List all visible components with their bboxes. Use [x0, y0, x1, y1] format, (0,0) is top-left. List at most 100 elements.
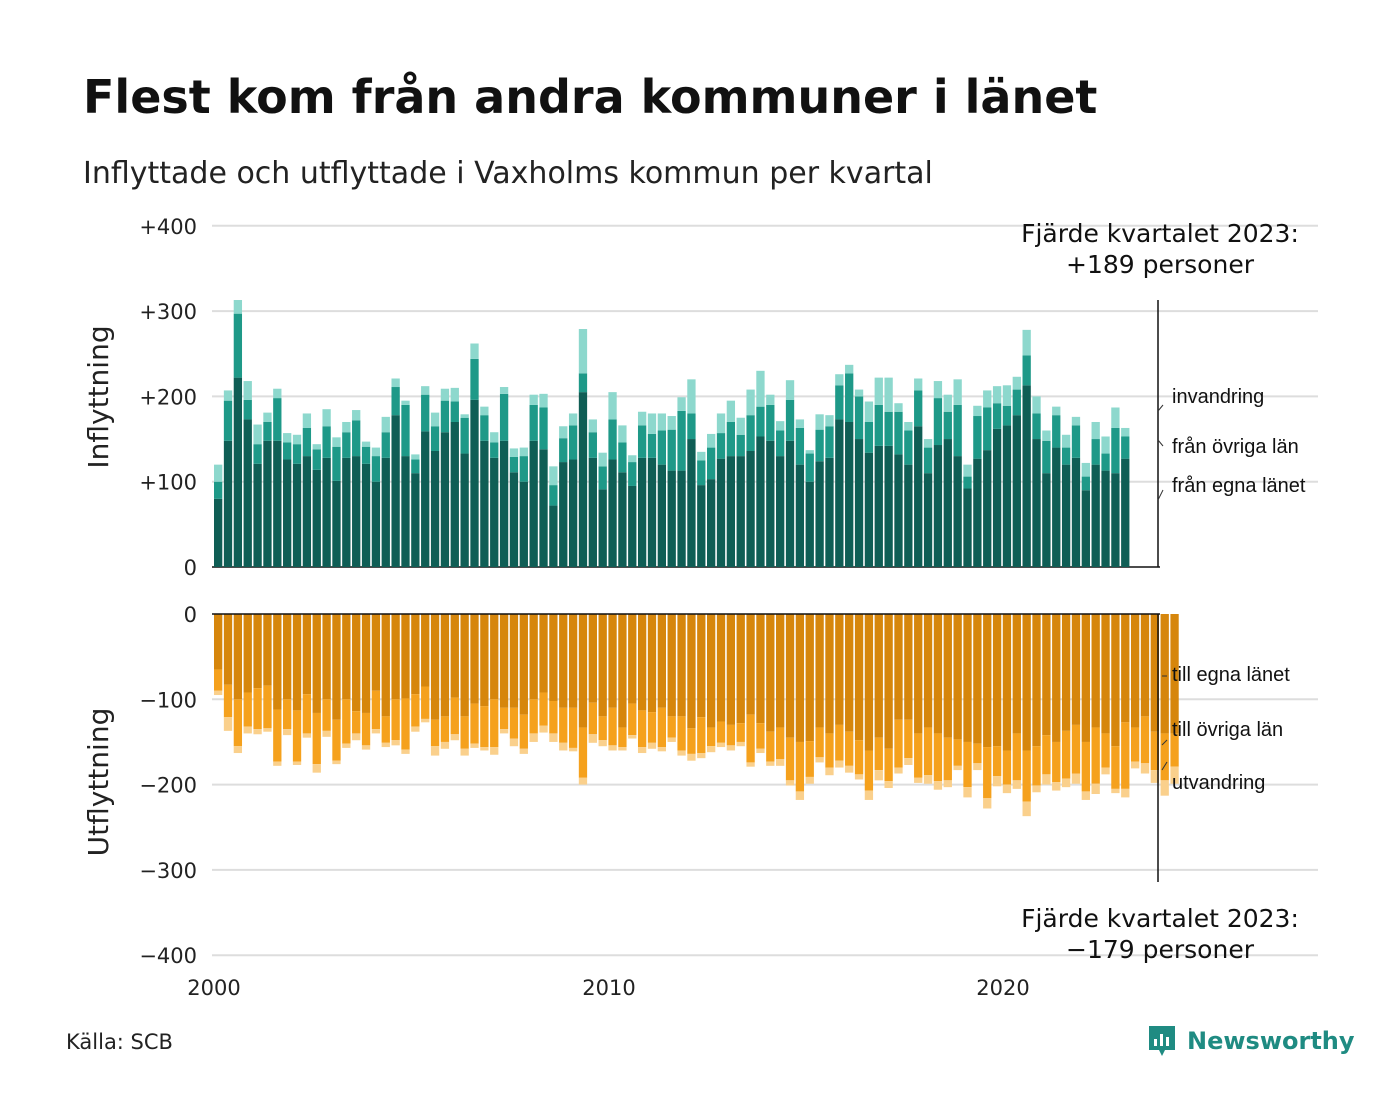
bar-out-utvandring	[1140, 763, 1150, 774]
bar-in-från-egna-länet	[647, 457, 657, 567]
bar-in-från-övriga-län	[1101, 453, 1110, 471]
bar-in-från-övriga-län	[421, 394, 430, 432]
bar-in-från-egna-länet	[539, 449, 548, 567]
bar-in-invandring	[391, 378, 400, 388]
bar-out-till-egna-länet	[628, 614, 637, 704]
bar-out-utvandring	[470, 743, 479, 748]
bar-out-till-egna-länet	[884, 614, 893, 749]
bar-out-till-övriga-län	[776, 727, 785, 760]
series-label-out: utvandring	[1172, 772, 1265, 794]
bar-out-till-egna-länet	[618, 614, 627, 728]
bar-in-från-egna-länet	[401, 456, 410, 567]
bar-in-från-övriga-län	[529, 404, 538, 441]
bar-out-utvandring	[1071, 773, 1081, 784]
bar-in-invandring	[1081, 462, 1090, 477]
bar-out-till-egna-länet	[637, 614, 647, 711]
bar-in-från-egna-länet	[233, 377, 243, 567]
bar-out-till-övriga-län	[430, 719, 440, 747]
bar-in-från-övriga-län	[697, 460, 706, 486]
bar-out-utvandring	[223, 717, 233, 731]
bar-in-från-övriga-län	[223, 400, 233, 441]
bar-in-från-egna-länet	[637, 457, 647, 567]
bar-in-invandring	[716, 413, 726, 434]
bar-in-från-övriga-län	[736, 434, 745, 457]
bar-out-utvandring	[490, 747, 499, 755]
bar-in-invandring	[973, 405, 982, 417]
bar-out-utvandring	[509, 738, 519, 747]
bar-out-utvandring	[618, 747, 627, 751]
bar-in-från-övriga-län	[578, 373, 588, 393]
bar-in-från-övriga-län	[312, 449, 321, 470]
bar-in-från-övriga-län	[1052, 415, 1061, 448]
bar-in-invandring	[322, 409, 331, 427]
bar-in-invandring	[292, 434, 302, 445]
bar-out-utvandring	[568, 747, 578, 752]
bar-in-från-övriga-län	[1002, 405, 1012, 426]
bar-out-till-övriga-län	[1111, 746, 1120, 789]
bar-out-utvandring	[460, 748, 469, 756]
bar-out-utvandring	[302, 733, 312, 738]
bar-in-från-övriga-län	[430, 426, 440, 451]
bar-in-från-egna-länet	[963, 488, 972, 567]
source-note: Källa: SCB	[66, 1030, 173, 1054]
bar-in-invandring	[1012, 376, 1021, 390]
bar-out-till-egna-länet	[943, 614, 952, 738]
bar-in-från-övriga-län	[776, 430, 785, 457]
bar-out-till-övriga-län	[904, 719, 913, 759]
bar-in-från-övriga-län	[1081, 476, 1090, 491]
bar-out-till-övriga-län	[1032, 746, 1041, 786]
bar-out-till-egna-länet	[854, 614, 864, 741]
bar-out-till-övriga-län	[450, 697, 459, 735]
bar-out-utvandring	[1150, 770, 1159, 783]
bar-out-utvandring	[785, 780, 795, 786]
newsworthy-logo[interactable]: Newsworthy	[1147, 1024, 1355, 1058]
bar-out-till-övriga-län	[736, 723, 745, 742]
bar-in-från-övriga-län	[1012, 389, 1021, 416]
bar-out-till-övriga-län	[539, 692, 548, 726]
gridlines	[212, 224, 1318, 957]
y-tick-label-in: +400	[139, 215, 197, 239]
bar-out-till-egna-länet	[253, 614, 262, 689]
bar-out-till-egna-länet	[1111, 614, 1120, 747]
bar-out-till-egna-länet	[1101, 614, 1110, 734]
bar-in-invandring	[559, 426, 568, 439]
bar-out-utvandring	[233, 746, 243, 754]
bar-out-till-övriga-län	[608, 707, 617, 746]
bar-in-invandring	[923, 439, 933, 448]
bar-out-till-övriga-län	[440, 716, 450, 742]
annotation-in-line1: Fjärde kvartalet 2023:	[1021, 219, 1299, 248]
bar-in-invandring	[598, 452, 607, 467]
bar-in-invandring	[1121, 427, 1130, 437]
bar-in-från-egna-länet	[815, 461, 824, 567]
bar-in-från-övriga-län	[854, 396, 864, 440]
bar-out-till-övriga-län	[1170, 733, 1179, 767]
bar-in-från-egna-länet	[391, 415, 400, 567]
bar-in-från-övriga-län	[845, 373, 854, 422]
x-tick-label: 2010	[582, 976, 635, 1000]
bar-out-utvandring	[815, 757, 824, 763]
bar-out-utvandring	[914, 777, 923, 783]
bar-out-utvandring	[214, 690, 223, 696]
bar-in-invandring	[943, 394, 952, 412]
bar-in-från-övriga-län	[795, 427, 805, 465]
bar-out-utvandring	[273, 761, 282, 766]
bar-in-invandring	[904, 421, 913, 431]
bar-out-till-övriga-län	[943, 737, 952, 781]
bar-in-invandring	[963, 464, 972, 477]
annotation-out-line2: −179 personer	[1066, 935, 1255, 964]
bar-out-utvandring	[1130, 761, 1140, 769]
bar-out-till-övriga-län	[223, 684, 233, 718]
bar-in-invandring	[509, 448, 519, 457]
bar-in-från-övriga-län	[963, 476, 972, 489]
bar-out-till-egna-länet	[923, 614, 933, 728]
bar-out-till-övriga-län	[795, 741, 805, 792]
bar-in-från-egna-länet	[253, 463, 262, 567]
bar-in-från-övriga-län	[864, 421, 874, 453]
bar-out-till-egna-länet	[667, 614, 676, 717]
bar-in-från-egna-länet	[825, 457, 834, 567]
leader-line	[1157, 439, 1164, 447]
bar-in-invandring	[578, 329, 588, 374]
bar-out-utvandring	[1002, 784, 1012, 794]
bar-out-till-egna-länet	[421, 614, 430, 687]
bar-in-från-egna-länet	[864, 452, 874, 567]
